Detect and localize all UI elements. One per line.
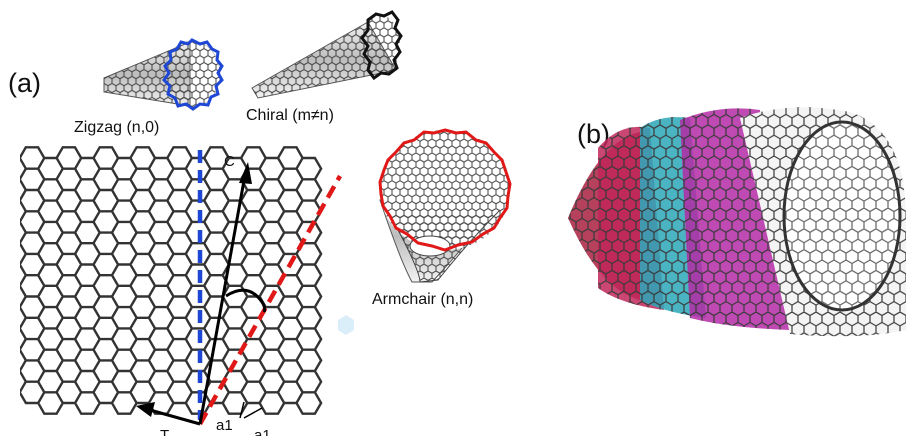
graphene-lattice xyxy=(20,146,323,415)
zigzag-nanotube xyxy=(103,38,224,111)
lattice-hexagons xyxy=(20,146,323,415)
multiwall-nanotube xyxy=(568,107,906,337)
highlight-hexagon xyxy=(338,315,354,335)
chiral-vector-label: C xyxy=(224,153,235,170)
chiral-angle-arc xyxy=(225,288,267,313)
armchair-direction-line xyxy=(198,174,342,426)
translation-vector xyxy=(136,402,201,426)
unit-vectors xyxy=(239,401,263,419)
chiral-nanotube xyxy=(251,10,403,99)
zigzag-edge xyxy=(162,38,224,111)
armchair-edge xyxy=(378,128,512,252)
armchair-label: Armchair (n,n) xyxy=(372,291,473,308)
chiral-edge xyxy=(360,10,403,81)
panel-a-label: (a) xyxy=(8,68,41,98)
zigzag-label: Zigzag (n,0) xyxy=(74,119,159,136)
chiral-label: Chiral (m≠n) xyxy=(246,107,334,124)
a1-label: a1 xyxy=(216,417,233,434)
a2-label: a1 xyxy=(254,427,271,436)
chiral-vector xyxy=(198,162,252,425)
armchair-nanotube xyxy=(378,128,512,283)
translation-vector-label: T xyxy=(160,427,169,436)
